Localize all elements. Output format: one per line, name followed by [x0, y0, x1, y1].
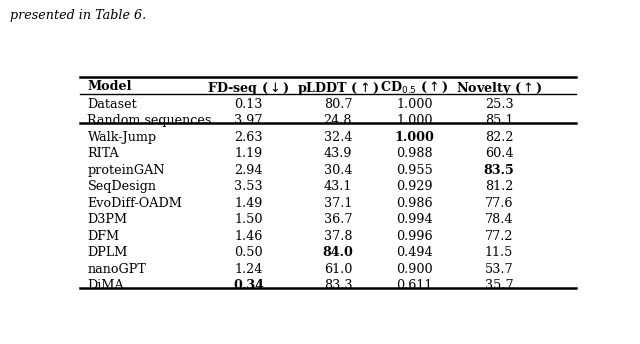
Text: 3.53: 3.53 — [234, 180, 263, 193]
Text: 1.19: 1.19 — [234, 147, 263, 160]
Text: 0.994: 0.994 — [397, 213, 433, 226]
Text: DiMA: DiMA — [88, 279, 124, 292]
Text: 0.50: 0.50 — [234, 246, 263, 259]
Text: 3.97: 3.97 — [234, 114, 263, 127]
Text: D3PM: D3PM — [88, 213, 127, 226]
Text: 82.2: 82.2 — [485, 131, 513, 144]
Text: 78.4: 78.4 — [485, 213, 513, 226]
Text: CD$_{0.5}$ ($\uparrow$): CD$_{0.5}$ ($\uparrow$) — [380, 80, 449, 95]
Text: 0.34: 0.34 — [233, 279, 264, 292]
Text: 0.13: 0.13 — [234, 98, 263, 110]
Text: Random sequences: Random sequences — [88, 114, 212, 127]
Text: 43.9: 43.9 — [324, 147, 352, 160]
Text: 1.000: 1.000 — [397, 98, 433, 110]
Text: 1.49: 1.49 — [234, 197, 263, 210]
Text: 30.4: 30.4 — [324, 164, 352, 177]
Text: 0.900: 0.900 — [397, 263, 433, 276]
Text: 0.929: 0.929 — [397, 180, 433, 193]
Text: FD-seq ($\downarrow$): FD-seq ($\downarrow$) — [207, 80, 290, 97]
Text: DPLM: DPLM — [88, 246, 128, 259]
Text: 0.996: 0.996 — [397, 230, 433, 243]
Text: presented in Table 6.: presented in Table 6. — [10, 9, 146, 22]
Text: 77.2: 77.2 — [485, 230, 513, 243]
Text: nanoGPT: nanoGPT — [88, 263, 147, 276]
Text: 61.0: 61.0 — [324, 263, 352, 276]
Text: RITA: RITA — [88, 147, 119, 160]
Text: Dataset: Dataset — [88, 98, 137, 110]
Text: 37.1: 37.1 — [324, 197, 352, 210]
Text: 36.7: 36.7 — [324, 213, 352, 226]
Text: 83.3: 83.3 — [324, 279, 352, 292]
Text: 80.7: 80.7 — [324, 98, 352, 110]
Text: 0.494: 0.494 — [397, 246, 433, 259]
Text: DFM: DFM — [88, 230, 120, 243]
Text: 84.0: 84.0 — [323, 246, 353, 259]
Text: 60.4: 60.4 — [485, 147, 513, 160]
Text: 83.5: 83.5 — [484, 164, 515, 177]
Text: 53.7: 53.7 — [485, 263, 513, 276]
Text: 1.46: 1.46 — [234, 230, 263, 243]
Text: 77.6: 77.6 — [485, 197, 513, 210]
Text: 0.988: 0.988 — [397, 147, 433, 160]
Text: 11.5: 11.5 — [485, 246, 513, 259]
Text: EvoDiff-OADM: EvoDiff-OADM — [88, 197, 182, 210]
Text: 1.24: 1.24 — [234, 263, 263, 276]
Text: 32.4: 32.4 — [324, 131, 352, 144]
Text: Novelty ($\uparrow$): Novelty ($\uparrow$) — [456, 80, 543, 97]
Text: 1.000: 1.000 — [395, 131, 435, 144]
Text: 25.3: 25.3 — [485, 98, 513, 110]
Text: 0.611: 0.611 — [397, 279, 433, 292]
Text: 81.2: 81.2 — [485, 180, 513, 193]
Text: 1.50: 1.50 — [234, 213, 263, 226]
Text: Walk-Jump: Walk-Jump — [88, 131, 157, 144]
Text: 35.7: 35.7 — [485, 279, 513, 292]
Text: 2.94: 2.94 — [234, 164, 263, 177]
Text: 1.000: 1.000 — [397, 114, 433, 127]
Text: SeqDesign: SeqDesign — [88, 180, 156, 193]
Text: Model: Model — [88, 80, 132, 93]
Text: 24.8: 24.8 — [324, 114, 352, 127]
Text: 43.1: 43.1 — [324, 180, 352, 193]
Text: 0.986: 0.986 — [397, 197, 433, 210]
Text: 0.955: 0.955 — [396, 164, 433, 177]
Text: 37.8: 37.8 — [324, 230, 352, 243]
Text: proteinGAN: proteinGAN — [88, 164, 165, 177]
Text: 2.63: 2.63 — [234, 131, 263, 144]
Text: 85.1: 85.1 — [485, 114, 513, 127]
Text: pLDDT ($\uparrow$): pLDDT ($\uparrow$) — [297, 80, 379, 97]
